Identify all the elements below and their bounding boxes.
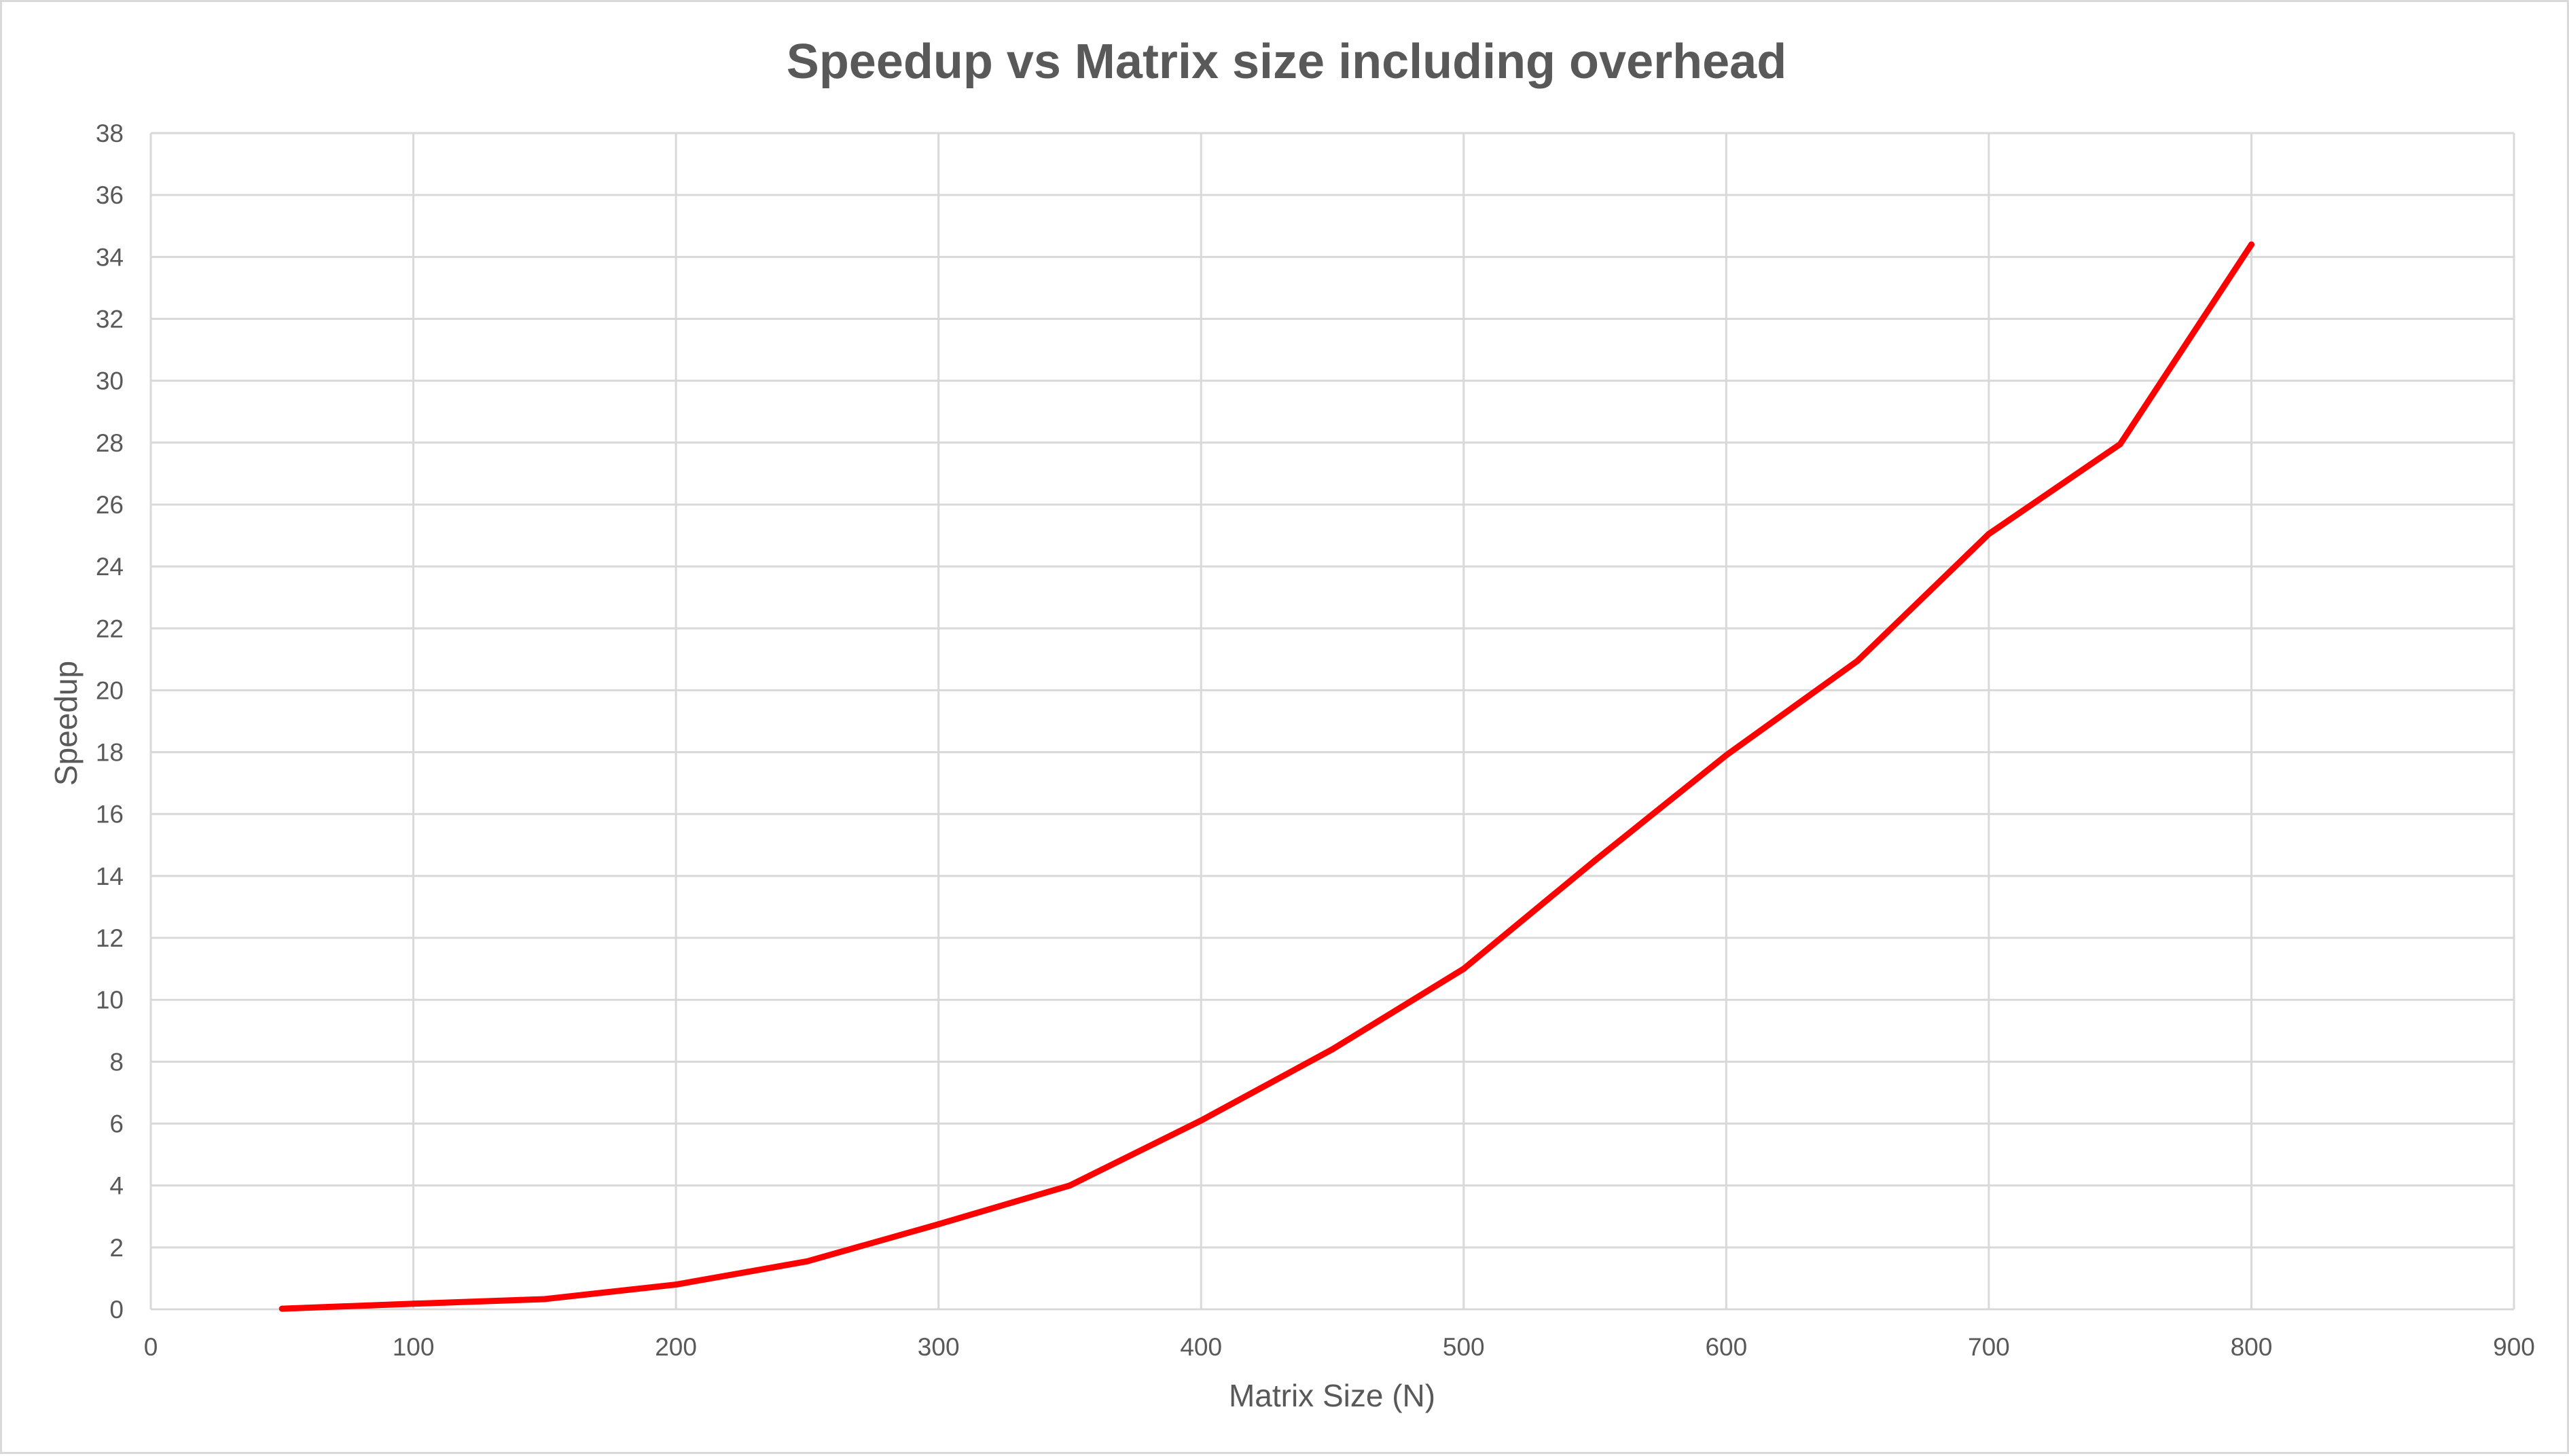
y-tick-label: 26 <box>96 491 124 519</box>
x-tick-label: 400 <box>1180 1333 1222 1361</box>
series-layer <box>279 241 2254 1312</box>
y-tick-label: 22 <box>96 615 124 642</box>
y-tick-label: 36 <box>96 181 124 209</box>
data-point <box>2117 441 2123 448</box>
x-tick-label: 0 <box>144 1333 158 1361</box>
y-axis-title: Speedup <box>48 661 84 786</box>
data-point <box>1723 752 1729 759</box>
x-tick-label: 900 <box>2493 1333 2535 1361</box>
data-point <box>410 1300 417 1307</box>
y-tick-label: 20 <box>96 676 124 704</box>
y-tick-label: 30 <box>96 367 124 395</box>
y-tick-label: 0 <box>109 1296 124 1324</box>
y-tick-label: 8 <box>109 1048 124 1076</box>
x-tick-label: 200 <box>655 1333 697 1361</box>
chart-title: Speedup vs Matrix size including overhea… <box>787 35 1786 89</box>
x-tick-label: 700 <box>1968 1333 2010 1361</box>
y-tick-label: 6 <box>109 1110 124 1138</box>
y-tick-label: 32 <box>96 305 124 333</box>
y-tick-label: 24 <box>96 553 124 581</box>
data-point <box>672 1281 679 1288</box>
x-axis-title: Matrix Size (N) <box>1229 1378 1435 1413</box>
data-point <box>2248 241 2254 248</box>
data-point <box>935 1221 942 1228</box>
y-tick-label: 34 <box>96 243 124 271</box>
series-line <box>279 241 2254 1312</box>
data-point <box>1986 530 1992 537</box>
y-tick-label: 4 <box>109 1172 124 1200</box>
y-tick-label: 16 <box>96 801 124 829</box>
data-point <box>1329 1046 1335 1053</box>
data-point <box>541 1296 548 1303</box>
grid-layer <box>151 132 2515 1309</box>
y-tick-label: 2 <box>109 1234 124 1262</box>
y-tick-label: 38 <box>96 120 124 147</box>
y-tick-label: 14 <box>96 862 124 890</box>
data-point <box>1592 857 1598 864</box>
x-tick-label: 300 <box>918 1333 960 1361</box>
y-tick-label: 10 <box>96 986 124 1014</box>
x-tick-label: 600 <box>1705 1333 1747 1361</box>
data-point <box>1460 966 1467 972</box>
y-tick-label: 28 <box>96 429 124 457</box>
y-tick-label: 12 <box>96 924 124 952</box>
x-tick-label: 800 <box>2231 1333 2273 1361</box>
x-tick-label: 500 <box>1443 1333 1485 1361</box>
data-point <box>1066 1182 1073 1189</box>
y-tick-label: 18 <box>96 739 124 767</box>
data-point <box>804 1258 810 1264</box>
axis-layer <box>149 133 2514 1311</box>
x-tick-label: 100 <box>393 1333 435 1361</box>
data-point <box>279 1305 285 1312</box>
data-point <box>1854 657 1861 664</box>
data-point <box>1198 1117 1204 1124</box>
